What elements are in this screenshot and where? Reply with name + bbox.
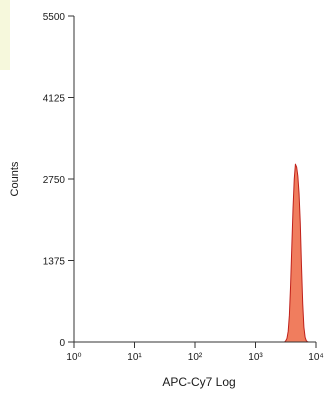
y-tick-label: 2750	[43, 175, 66, 186]
x-tick-label: 10⁴	[308, 352, 323, 363]
ticks: 0 1375 2750 4125 5500 10⁰ 10¹ 10² 10³ 10⁴	[43, 12, 324, 363]
x-axis-label: APC-Cy7 Log	[162, 375, 235, 389]
histogram-peak	[284, 163, 310, 343]
plot-area	[284, 163, 310, 343]
y-tick-label: 5500	[43, 12, 66, 23]
x-tick-label: 10⁰	[66, 352, 81, 363]
axes	[73, 16, 316, 343]
corner-tint	[0, 0, 10, 70]
x-tick-label: 10²	[188, 352, 203, 363]
y-axis-label: Counts	[9, 161, 21, 196]
y-tick-label: 0	[59, 338, 65, 349]
y-tick-label: 1375	[43, 257, 66, 268]
x-tick-label: 10¹	[127, 352, 142, 363]
x-tick-label: 10³	[248, 352, 263, 363]
y-tick-label: 4125	[43, 94, 66, 105]
